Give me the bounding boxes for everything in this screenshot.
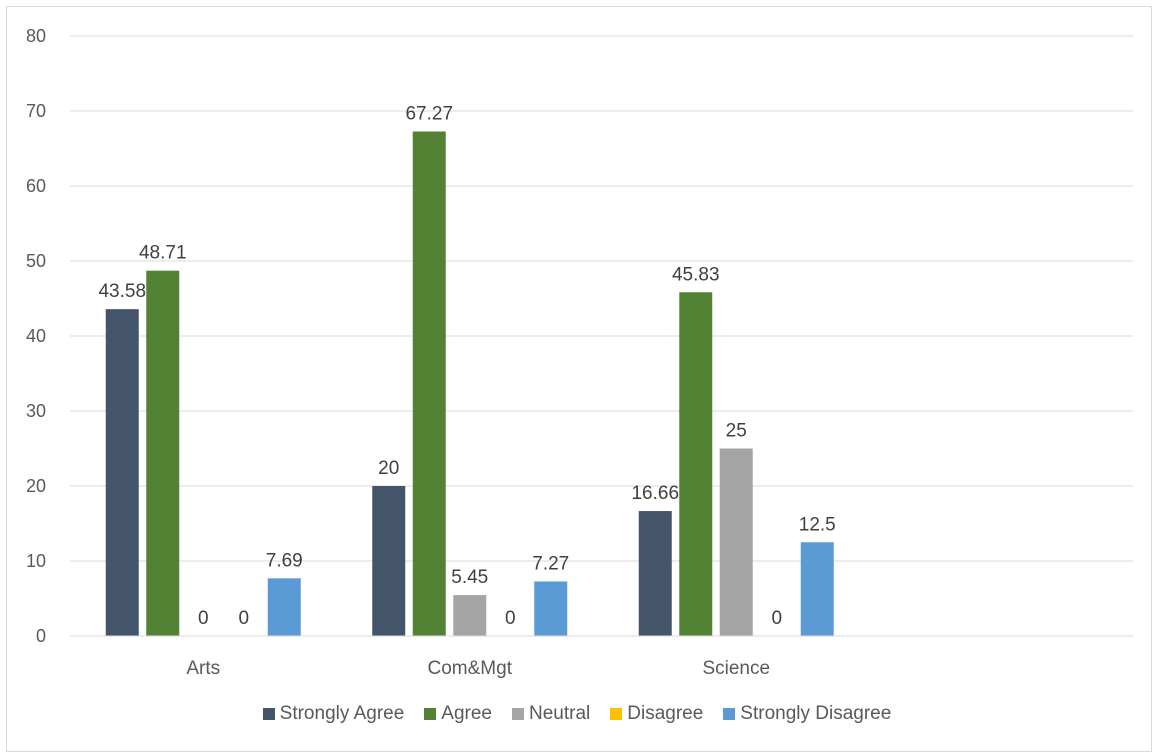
legend-item: Strongly Disagree [723,703,891,725]
y-tick-label: 80 [26,26,46,46]
bar [412,131,446,636]
legend-item: Strongly Agree [262,703,405,725]
data-label: 5.45 [451,567,488,588]
legend-swatch [610,708,623,720]
legend-label: Neutral [529,703,591,724]
bar [105,309,139,636]
data-label: 16.66 [631,483,679,504]
legend-item: Agree [424,703,492,725]
data-label: 67.27 [405,103,453,124]
y-tick-label: 40 [26,326,46,346]
legend-label: Disagree [627,703,704,724]
bar [267,578,301,636]
data-label: 20 [378,458,399,479]
legend-item: Disagree [610,703,703,725]
bar [453,595,487,636]
data-label: 12.5 [799,514,836,535]
legend: Strongly Agree Agree Neutral Disagree Strong… [0,703,1154,725]
y-tick-label: 10 [26,551,46,571]
bar [372,486,406,636]
y-tick-label: 70 [26,101,46,121]
legend-item: Neutral [512,703,590,725]
data-label: 0 [505,608,516,629]
y-tick-label: 20 [26,476,46,496]
data-label: 7.27 [532,553,569,574]
bar [534,581,568,636]
data-label: 25 [726,421,747,442]
data-label: 0 [198,608,209,629]
y-tick-label: 50 [26,251,46,271]
bar [679,292,713,636]
legend-swatch [512,708,524,720]
bar [638,511,672,636]
data-label: 0 [771,608,782,629]
x-category-label: Science [702,658,770,679]
bar [800,542,834,636]
legend-label: Strongly Agree [279,703,405,724]
y-tick-label: 0 [36,626,46,646]
legend-swatch [723,708,736,720]
y-tick-label: 30 [26,401,46,421]
legend-swatch [424,708,437,720]
chart-frame [6,6,1152,752]
data-label: 45.83 [672,264,720,285]
data-label: 43.58 [98,281,146,302]
x-category-label: Arts [186,658,220,679]
data-label: 0 [238,608,249,629]
legend-swatch [262,708,275,720]
y-tick-label: 60 [26,176,46,196]
bar [146,270,180,636]
bar [719,448,753,636]
data-label: 48.71 [139,243,187,264]
bar-chart: 0 10 20 30 40 50 60 70 80 43.58 48.71 0 0 7.69 Arts 20 6… [26,26,1133,679]
legend-label: Agree [441,703,492,724]
legend-label: Strongly Disagree [740,703,892,724]
data-label: 7.69 [266,550,303,571]
x-category-label: Com&Mgt [428,658,513,679]
